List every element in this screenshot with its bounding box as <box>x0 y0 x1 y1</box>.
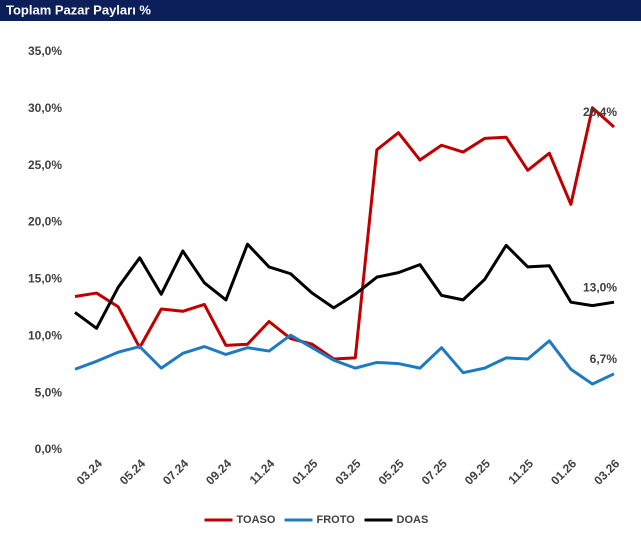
y-tick-label: 35,0% <box>28 44 62 58</box>
x-tick-label: 03.24 <box>74 456 105 487</box>
chart-title: Toplam Pazar Payları % <box>6 2 151 17</box>
y-tick-label: 15,0% <box>28 272 62 286</box>
y-tick-label: 5,0% <box>35 385 63 399</box>
data-label: 28,4% <box>583 105 617 119</box>
y-tick-label: 10,0% <box>28 328 62 342</box>
series-line <box>74 333 615 386</box>
y-tick-label: 30,0% <box>28 101 62 115</box>
x-tick-label: 05.24 <box>117 456 148 487</box>
y-tick-label: 25,0% <box>28 158 62 172</box>
y-tick-label: 20,0% <box>28 215 62 229</box>
x-tick-label: 09.24 <box>203 456 234 487</box>
x-tick-label: 01.26 <box>548 456 579 487</box>
legend-label: TOASO <box>237 514 276 526</box>
data-label: 6,7% <box>590 352 618 366</box>
series-line <box>74 106 616 361</box>
series-line <box>74 242 615 330</box>
y-tick-label: 0,0% <box>35 442 63 456</box>
x-tick-label: 03.26 <box>591 456 622 487</box>
x-tick-label: 07.25 <box>419 456 450 487</box>
x-tick-label: 09.25 <box>462 456 493 487</box>
x-tick-label: 11.25 <box>505 456 536 487</box>
header-bar <box>0 0 641 21</box>
x-tick-label: 05.25 <box>376 456 407 487</box>
x-tick-label: 07.24 <box>160 456 191 487</box>
data-label: 13,0% <box>583 280 617 294</box>
x-tick-label: 11.24 <box>247 456 278 487</box>
x-tick-label: 03.25 <box>333 456 364 487</box>
legend-label: DOAS <box>397 514 429 526</box>
legend-label: FROTO <box>317 514 356 526</box>
x-tick-label: 01.25 <box>289 456 320 487</box>
